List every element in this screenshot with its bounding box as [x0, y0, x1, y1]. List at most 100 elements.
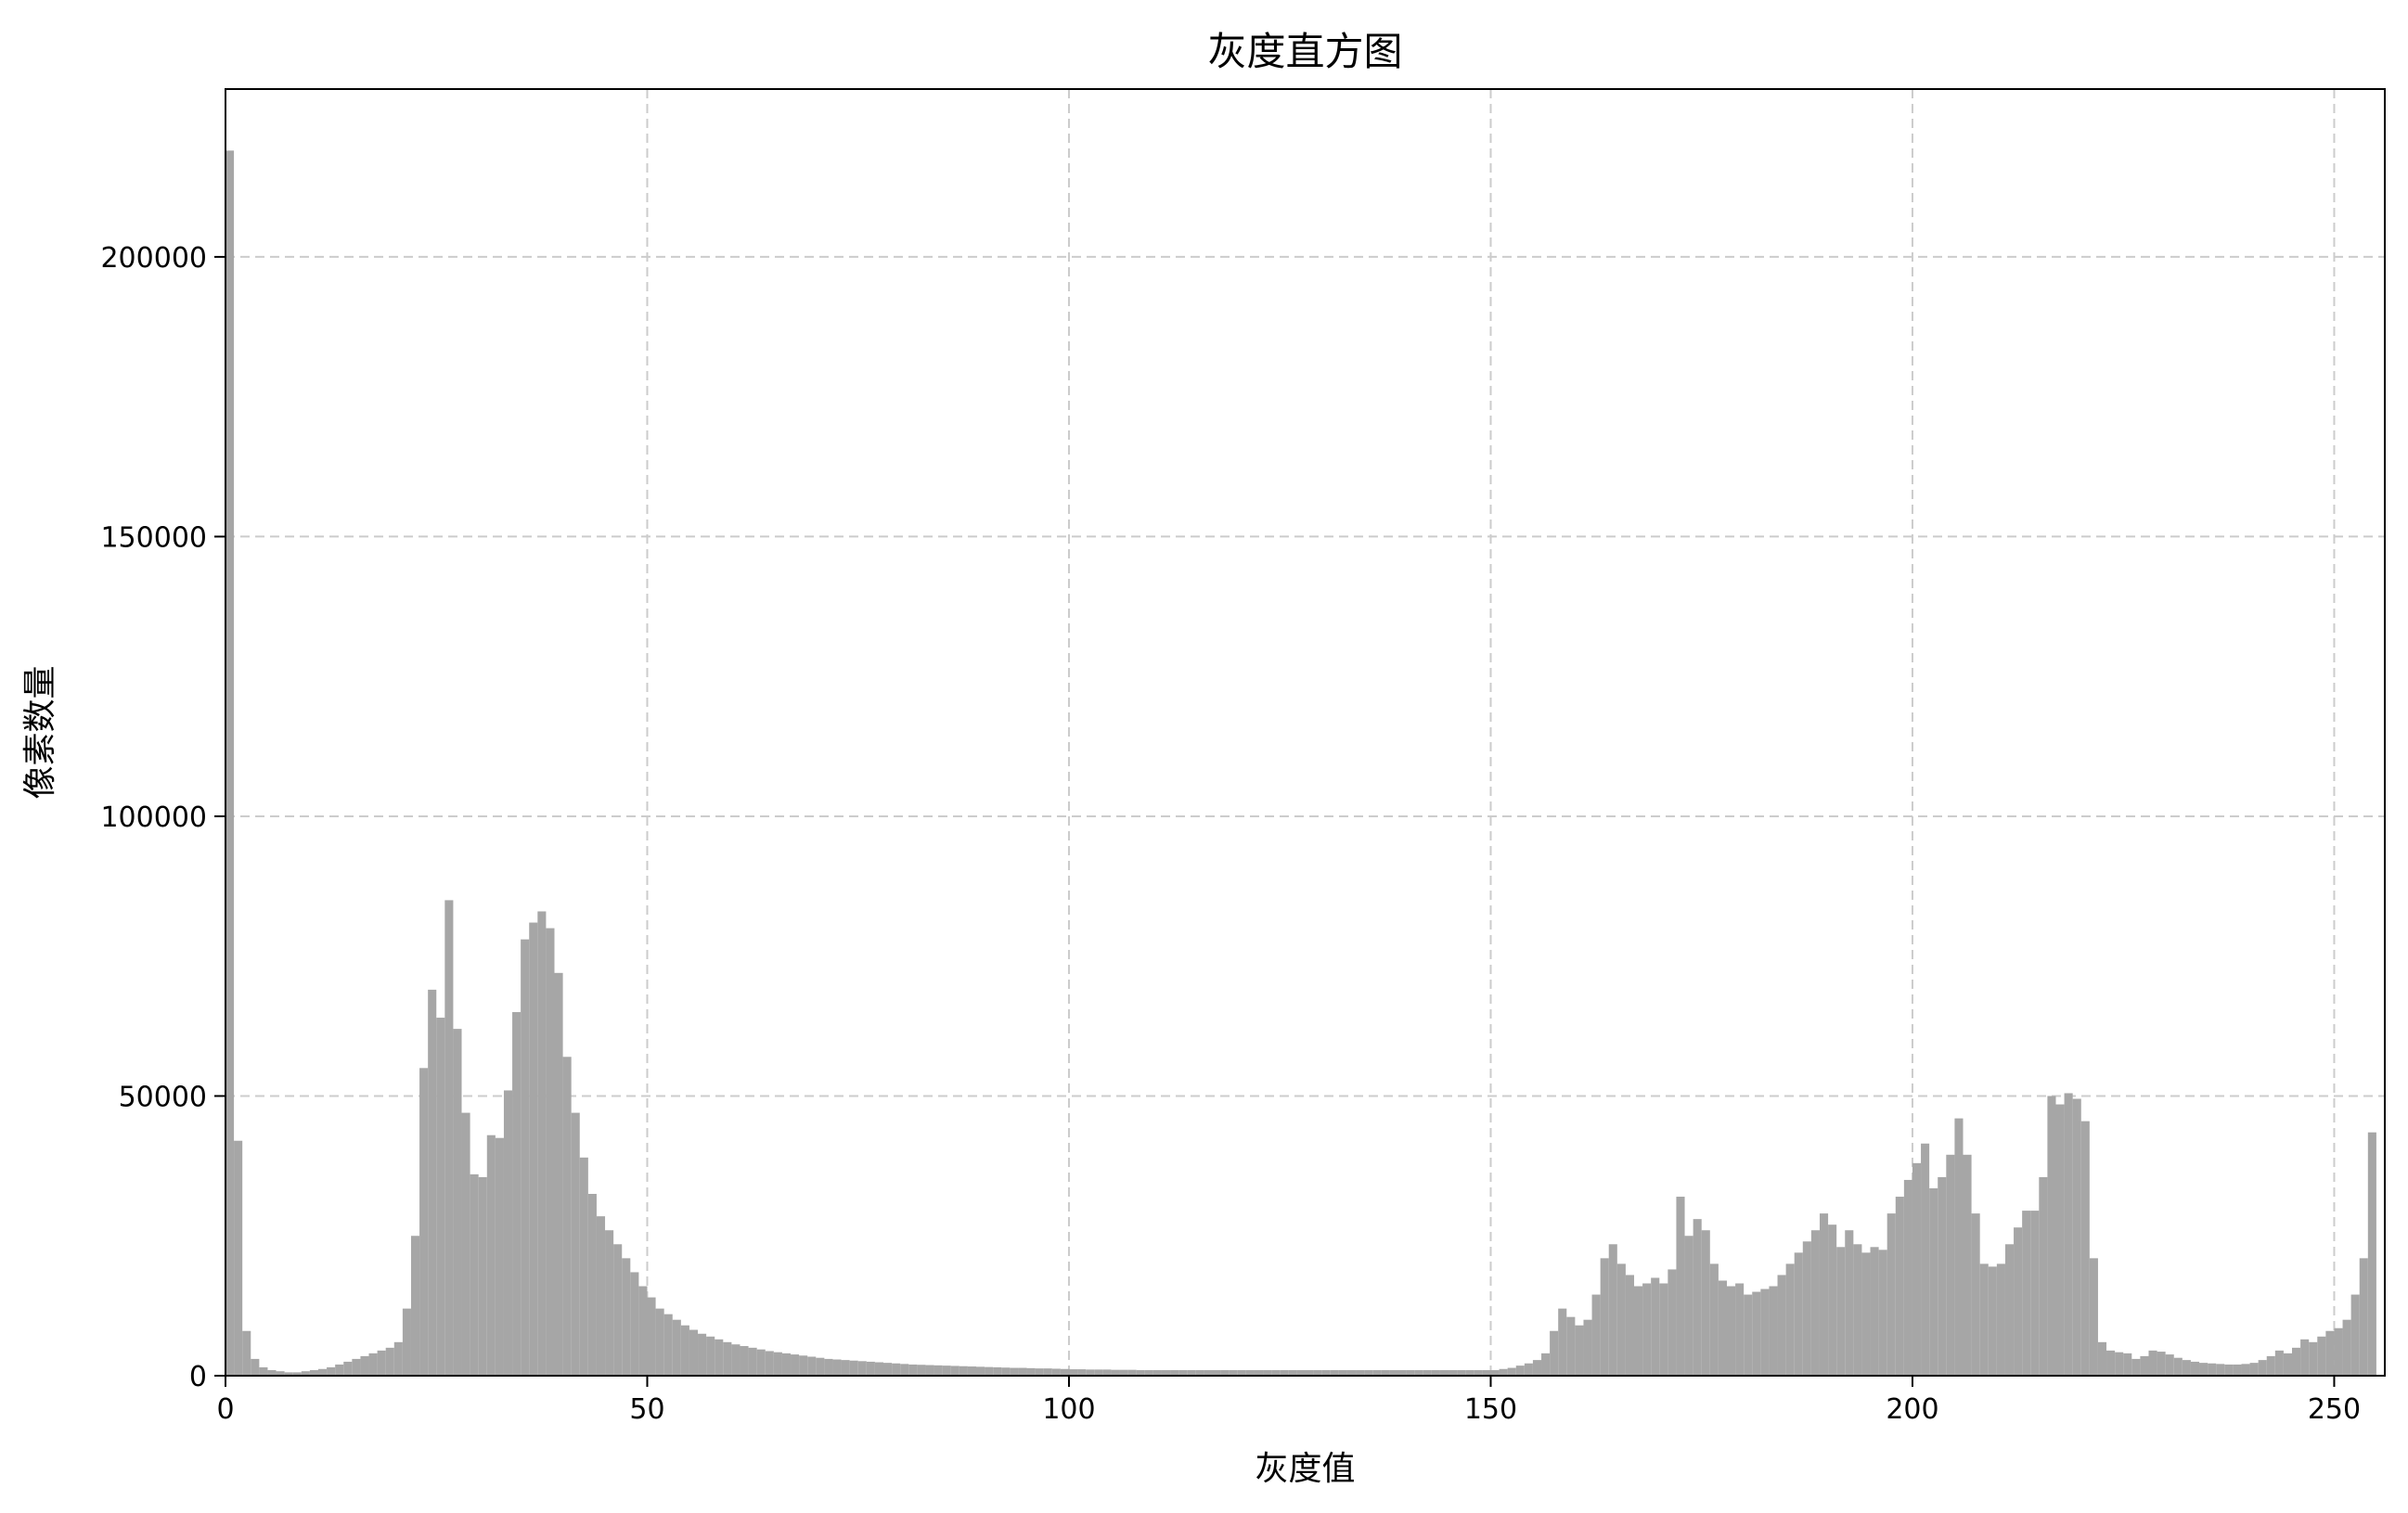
histogram-bar: [1465, 1369, 1474, 1376]
histogram-bar: [1903, 1179, 1912, 1376]
histogram-bar: [1389, 1369, 1398, 1376]
histogram-bar: [959, 1366, 968, 1376]
histogram-bar: [1853, 1244, 1862, 1376]
histogram-bar: [1305, 1369, 1314, 1376]
histogram-bar: [1828, 1225, 1837, 1376]
histogram-bar: [1550, 1330, 1559, 1376]
histogram-bar: [1591, 1294, 1601, 1376]
histogram-bar: [892, 1363, 901, 1376]
histogram-bar: [571, 1112, 580, 1376]
histogram-bar: [1684, 1236, 1693, 1376]
histogram-bar: [554, 972, 563, 1376]
histogram-bar: [1760, 1289, 1770, 1376]
histogram-bar: [1254, 1369, 1264, 1376]
histogram-bar: [529, 922, 538, 1376]
histogram-bar: [622, 1258, 631, 1376]
histogram-bar: [1507, 1367, 1516, 1376]
histogram-bar: [1010, 1367, 1019, 1376]
histogram-bar: [1144, 1369, 1153, 1376]
histogram-bar: [1676, 1197, 1685, 1376]
histogram-bar: [1204, 1369, 1213, 1376]
histogram-bar: [1288, 1369, 1297, 1376]
histogram-bar: [1152, 1369, 1162, 1376]
histogram-bar: [1431, 1369, 1440, 1376]
histogram-bar: [579, 1157, 588, 1376]
histogram-bar: [883, 1363, 893, 1376]
histogram-bar: [655, 1308, 664, 1376]
histogram-bar: [1524, 1363, 1533, 1376]
histogram-bar: [1668, 1269, 1677, 1376]
histogram-bar: [1161, 1369, 1171, 1376]
histogram-bar: [2266, 1355, 2275, 1376]
histogram-bar: [2317, 1336, 2326, 1376]
histogram-bar: [1566, 1316, 1576, 1376]
histogram-bar: [1482, 1369, 1491, 1376]
histogram-bar: [428, 989, 437, 1376]
histogram-bar: [2004, 1244, 2015, 1376]
histogram-bar: [1321, 1369, 1331, 1376]
histogram-bar: [2274, 1350, 2284, 1376]
histogram-bar: [2022, 1211, 2031, 1376]
histogram-bar: [1035, 1368, 1044, 1376]
histogram-bar: [301, 1371, 310, 1376]
histogram-bar: [1245, 1369, 1255, 1376]
histogram-bar: [2283, 1353, 2293, 1376]
histogram-bar: [276, 1371, 285, 1376]
histogram-bar: [2367, 1132, 2376, 1376]
histogram-bar: [2258, 1360, 2267, 1376]
histogram-bar: [1026, 1367, 1036, 1376]
histogram-bar: [1651, 1277, 1660, 1376]
histogram-bar: [1701, 1230, 1710, 1376]
histogram-bar: [1870, 1247, 1879, 1376]
histogram-bar: [1921, 1143, 1930, 1376]
histogram-bar: [1912, 1162, 1922, 1376]
histogram-bar: [791, 1354, 800, 1376]
histogram-bar: [225, 150, 235, 1377]
y-tick-label: 200000: [100, 242, 207, 275]
histogram-bar: [327, 1366, 336, 1376]
grid-layer: [225, 89, 2385, 1376]
histogram-bar: [1346, 1369, 1357, 1376]
histogram-bar: [1237, 1369, 1246, 1376]
histogram-bar: [1127, 1369, 1137, 1376]
histogram-bar: [1541, 1353, 1551, 1376]
histogram-bar: [1296, 1369, 1306, 1376]
histogram-bar: [1836, 1247, 1846, 1376]
histogram-bar: [1744, 1294, 1753, 1376]
histogram-bar: [934, 1365, 943, 1376]
histogram-bar: [393, 1341, 403, 1376]
histogram-bar: [689, 1329, 699, 1376]
histogram-bar: [1195, 1369, 1204, 1376]
histogram-bar: [1111, 1369, 1120, 1376]
histogram-bar: [1769, 1286, 1778, 1376]
histogram-bar: [756, 1349, 766, 1376]
histogram-bar: [444, 900, 454, 1376]
histogram-bar: [2190, 1361, 2200, 1376]
histogram-bar: [335, 1364, 344, 1376]
histogram-bar: [596, 1216, 606, 1376]
histogram-bar: [1929, 1187, 1938, 1376]
histogram-bar: [715, 1339, 724, 1376]
histogram-bar: [352, 1358, 361, 1376]
histogram-bar: [2157, 1352, 2166, 1376]
histogram-bar: [1996, 1263, 2005, 1376]
histogram-bar: [1018, 1367, 1027, 1376]
histogram-bar: [1971, 1213, 1980, 1376]
histogram-bar: [234, 1140, 243, 1376]
histogram-bar: [368, 1353, 378, 1376]
histogram-bar: [1616, 1263, 1626, 1376]
histogram-bar: [1356, 1369, 1365, 1376]
histogram-bar: [1583, 1319, 1592, 1376]
histogram-bar: [2208, 1363, 2217, 1376]
histogram-bar: [2039, 1176, 2048, 1376]
histogram-bar: [436, 1018, 445, 1376]
histogram-bar: [1229, 1369, 1238, 1376]
histogram-bar: [1659, 1283, 1668, 1376]
histogram-bar: [1338, 1369, 1347, 1376]
histogram-bar: [1439, 1369, 1449, 1376]
histogram-bar: [2216, 1364, 2225, 1376]
histogram-bar: [1819, 1213, 1829, 1376]
histogram-bar: [2182, 1360, 2191, 1376]
